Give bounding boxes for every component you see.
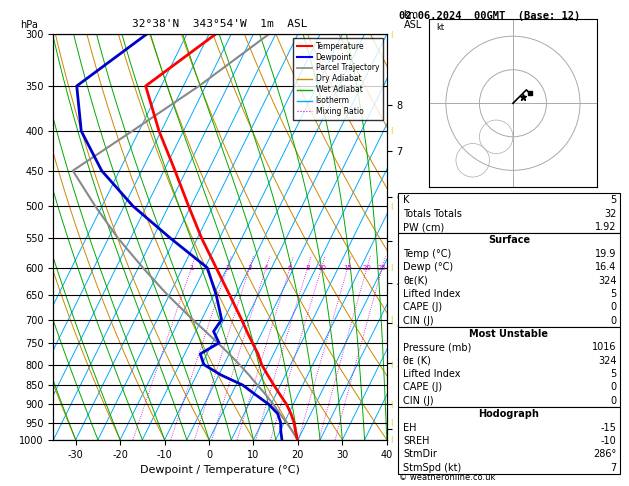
Text: θᴇ(K): θᴇ(K) xyxy=(403,276,428,286)
Text: StmDir: StmDir xyxy=(403,449,437,459)
Text: CIN (J): CIN (J) xyxy=(403,396,434,406)
Text: StmSpd (kt): StmSpd (kt) xyxy=(403,463,462,473)
Text: 1.92: 1.92 xyxy=(595,222,616,232)
Text: Lifted Index: Lifted Index xyxy=(403,369,460,379)
Text: Dewp (°C): Dewp (°C) xyxy=(403,262,454,272)
Text: 3: 3 xyxy=(247,265,252,271)
Text: |: | xyxy=(390,203,392,209)
Text: 0: 0 xyxy=(610,315,616,326)
Text: CAPE (J): CAPE (J) xyxy=(403,382,442,393)
Text: 19.9: 19.9 xyxy=(595,249,616,259)
Text: Totals Totals: Totals Totals xyxy=(403,208,462,219)
Text: 32°38'N  343°54'W  1m  ASL: 32°38'N 343°54'W 1m ASL xyxy=(132,19,308,29)
Text: 5: 5 xyxy=(610,289,616,299)
Text: 4: 4 xyxy=(264,265,268,271)
Text: 20: 20 xyxy=(362,265,372,271)
Text: |: | xyxy=(390,419,392,426)
Legend: Temperature, Dewpoint, Parcel Trajectory, Dry Adiabat, Wet Adiabat, Isotherm, Mi: Temperature, Dewpoint, Parcel Trajectory… xyxy=(292,38,383,120)
Text: Most Unstable: Most Unstable xyxy=(469,329,548,339)
Text: 32: 32 xyxy=(604,208,616,219)
Text: 324: 324 xyxy=(598,276,616,286)
Text: |: | xyxy=(390,127,392,135)
Text: 324: 324 xyxy=(598,356,616,366)
Text: 10: 10 xyxy=(317,265,326,271)
Text: -15: -15 xyxy=(601,422,616,433)
Text: 5: 5 xyxy=(610,195,616,206)
Text: |: | xyxy=(390,401,392,408)
Text: θᴇ (K): θᴇ (K) xyxy=(403,356,431,366)
Text: 1016: 1016 xyxy=(592,342,616,352)
Text: Lifted Index: Lifted Index xyxy=(403,289,460,299)
Text: |: | xyxy=(390,361,392,368)
Text: |: | xyxy=(390,264,392,271)
Text: 2: 2 xyxy=(225,265,230,271)
Text: 6: 6 xyxy=(287,265,292,271)
Text: |: | xyxy=(390,316,392,323)
Text: K: K xyxy=(403,195,409,206)
Text: 15: 15 xyxy=(343,265,352,271)
Text: hPa: hPa xyxy=(20,20,38,30)
Text: 286°: 286° xyxy=(593,449,616,459)
Text: kt: kt xyxy=(436,22,444,32)
Text: Temp (°C): Temp (°C) xyxy=(403,249,452,259)
Text: 0: 0 xyxy=(610,382,616,393)
Text: |: | xyxy=(390,436,392,443)
Text: km
ASL: km ASL xyxy=(404,10,422,30)
Text: -10: -10 xyxy=(601,436,616,446)
Text: 25: 25 xyxy=(378,265,387,271)
Text: 8: 8 xyxy=(305,265,310,271)
Text: 7: 7 xyxy=(610,463,616,473)
Text: Hodograph: Hodograph xyxy=(479,409,539,419)
Text: © weatheronline.co.uk: © weatheronline.co.uk xyxy=(399,473,496,482)
Text: 16.4: 16.4 xyxy=(595,262,616,272)
Text: EH: EH xyxy=(403,422,416,433)
Text: 1: 1 xyxy=(189,265,194,271)
Text: PW (cm): PW (cm) xyxy=(403,222,445,232)
Text: SREH: SREH xyxy=(403,436,430,446)
X-axis label: Dewpoint / Temperature (°C): Dewpoint / Temperature (°C) xyxy=(140,465,300,475)
Text: 5: 5 xyxy=(610,369,616,379)
Text: |: | xyxy=(390,31,392,37)
Text: 0: 0 xyxy=(610,302,616,312)
Text: Pressure (mb): Pressure (mb) xyxy=(403,342,472,352)
Text: 0: 0 xyxy=(610,396,616,406)
Text: 02.06.2024  00GMT  (Base: 12): 02.06.2024 00GMT (Base: 12) xyxy=(399,11,581,21)
Text: Surface: Surface xyxy=(488,235,530,245)
Text: CIN (J): CIN (J) xyxy=(403,315,434,326)
Text: CAPE (J): CAPE (J) xyxy=(403,302,442,312)
